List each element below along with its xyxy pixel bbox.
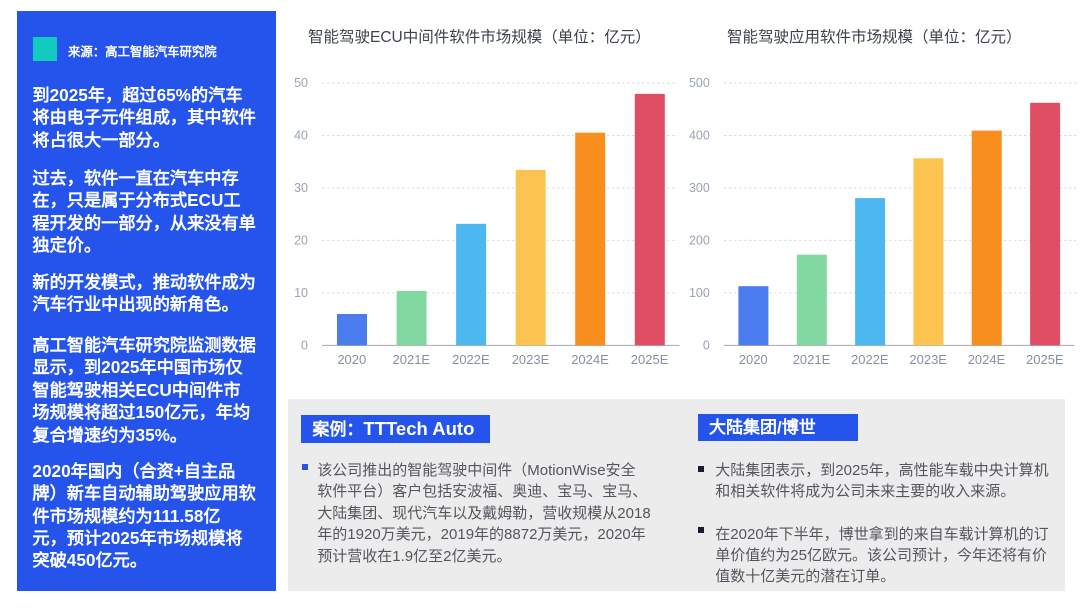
svg-text:20: 20 [294, 234, 308, 248]
svg-text:0: 0 [703, 339, 710, 353]
svg-text:100: 100 [689, 286, 710, 300]
svg-text:2021E: 2021E [393, 352, 431, 367]
svg-text:300: 300 [689, 181, 710, 195]
svg-text:2023E: 2023E [909, 352, 947, 367]
svg-text:2024E: 2024E [968, 352, 1006, 367]
svg-text:2020: 2020 [739, 352, 768, 367]
svg-text:500: 500 [689, 76, 710, 90]
svg-text:2022E: 2022E [851, 352, 889, 367]
svg-text:2023E: 2023E [512, 352, 550, 367]
svg-text:10: 10 [294, 286, 308, 300]
svg-text:2025E: 2025E [1026, 352, 1064, 367]
svg-text:2024E: 2024E [571, 352, 609, 367]
svg-text:400: 400 [689, 129, 710, 143]
svg-text:0: 0 [301, 339, 308, 353]
svg-text:50: 50 [294, 76, 308, 90]
svg-text:2022E: 2022E [452, 352, 490, 367]
svg-text:2021E: 2021E [793, 352, 831, 367]
svg-text:2020: 2020 [337, 352, 366, 367]
svg-text:2025E: 2025E [631, 352, 669, 367]
svg-text:200: 200 [689, 234, 710, 248]
svg-text:30: 30 [294, 181, 308, 195]
svg-text:40: 40 [294, 129, 308, 143]
